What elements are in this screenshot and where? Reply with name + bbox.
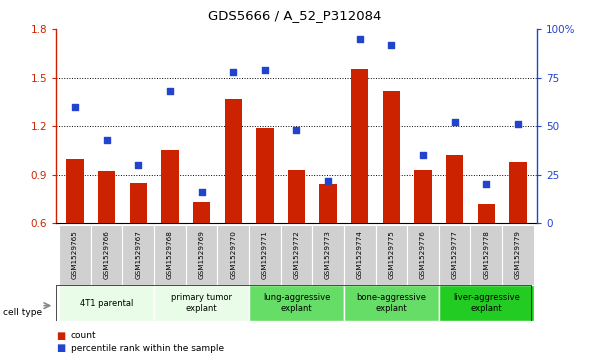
Text: lung-aggressive
explant: lung-aggressive explant: [263, 293, 330, 313]
Bar: [439, 225, 470, 285]
Text: 4T1 parental: 4T1 parental: [80, 299, 133, 307]
Bar: [351, 69, 368, 223]
Bar: [344, 225, 376, 285]
Bar: [502, 225, 534, 285]
Bar: [91, 225, 123, 285]
Text: GSM1529772: GSM1529772: [293, 231, 300, 280]
Bar: [154, 225, 186, 285]
Point: [323, 178, 333, 183]
Text: GSM1529778: GSM1529778: [483, 231, 489, 280]
Text: cell type: cell type: [3, 309, 42, 317]
Bar: [193, 202, 210, 223]
Bar: [249, 225, 281, 285]
Bar: [509, 162, 527, 223]
Bar: [98, 171, 116, 223]
Point: [291, 127, 301, 133]
Text: GSM1529773: GSM1529773: [325, 231, 331, 280]
Bar: [186, 225, 217, 285]
Text: GSM1529767: GSM1529767: [135, 231, 141, 280]
Text: percentile rank within the sample: percentile rank within the sample: [71, 344, 224, 353]
Bar: [123, 225, 154, 285]
Point: [260, 67, 270, 73]
Point: [386, 42, 396, 48]
Point: [355, 36, 365, 42]
Bar: [59, 285, 154, 321]
Point: [197, 189, 206, 195]
Bar: [288, 170, 305, 223]
Point: [481, 182, 491, 187]
Text: GSM1529771: GSM1529771: [262, 231, 268, 280]
Bar: [249, 285, 344, 321]
Bar: [477, 204, 495, 223]
Text: GSM1529774: GSM1529774: [357, 231, 363, 280]
Bar: [59, 225, 91, 285]
Point: [102, 137, 112, 143]
Point: [450, 119, 460, 125]
Bar: [154, 285, 249, 321]
Bar: [225, 99, 242, 223]
Bar: [376, 225, 407, 285]
Bar: [383, 90, 400, 223]
Text: GSM1529775: GSM1529775: [388, 231, 394, 280]
Point: [418, 152, 428, 158]
Bar: [217, 225, 249, 285]
Text: GDS5666 / A_52_P312084: GDS5666 / A_52_P312084: [208, 9, 382, 22]
Text: GSM1529779: GSM1529779: [515, 231, 521, 280]
Point: [70, 104, 80, 110]
Bar: [281, 225, 312, 285]
Text: GSM1529776: GSM1529776: [420, 231, 426, 280]
Bar: [439, 285, 534, 321]
Point: [513, 121, 523, 127]
Text: ■: ■: [56, 331, 65, 341]
Bar: [312, 225, 344, 285]
Text: ■: ■: [56, 343, 65, 354]
Bar: [470, 225, 502, 285]
Point: [228, 69, 238, 75]
Text: GSM1529770: GSM1529770: [230, 231, 236, 280]
Text: GSM1529766: GSM1529766: [104, 231, 110, 280]
Text: GSM1529765: GSM1529765: [72, 231, 78, 280]
Text: liver-aggressive
explant: liver-aggressive explant: [453, 293, 520, 313]
Bar: [130, 183, 147, 223]
Text: bone-aggressive
explant: bone-aggressive explant: [356, 293, 427, 313]
Bar: [161, 150, 179, 223]
Bar: [414, 170, 432, 223]
Bar: [407, 225, 439, 285]
Text: GSM1529777: GSM1529777: [452, 231, 458, 280]
Text: GSM1529768: GSM1529768: [167, 231, 173, 280]
Point: [165, 88, 175, 94]
Bar: [66, 159, 84, 223]
Text: primary tumor
explant: primary tumor explant: [171, 293, 232, 313]
Text: count: count: [71, 331, 96, 340]
Bar: [319, 184, 337, 223]
Text: GSM1529769: GSM1529769: [199, 231, 205, 280]
Bar: [446, 155, 463, 223]
Point: [133, 162, 143, 168]
Bar: [344, 285, 439, 321]
Bar: [256, 128, 274, 223]
